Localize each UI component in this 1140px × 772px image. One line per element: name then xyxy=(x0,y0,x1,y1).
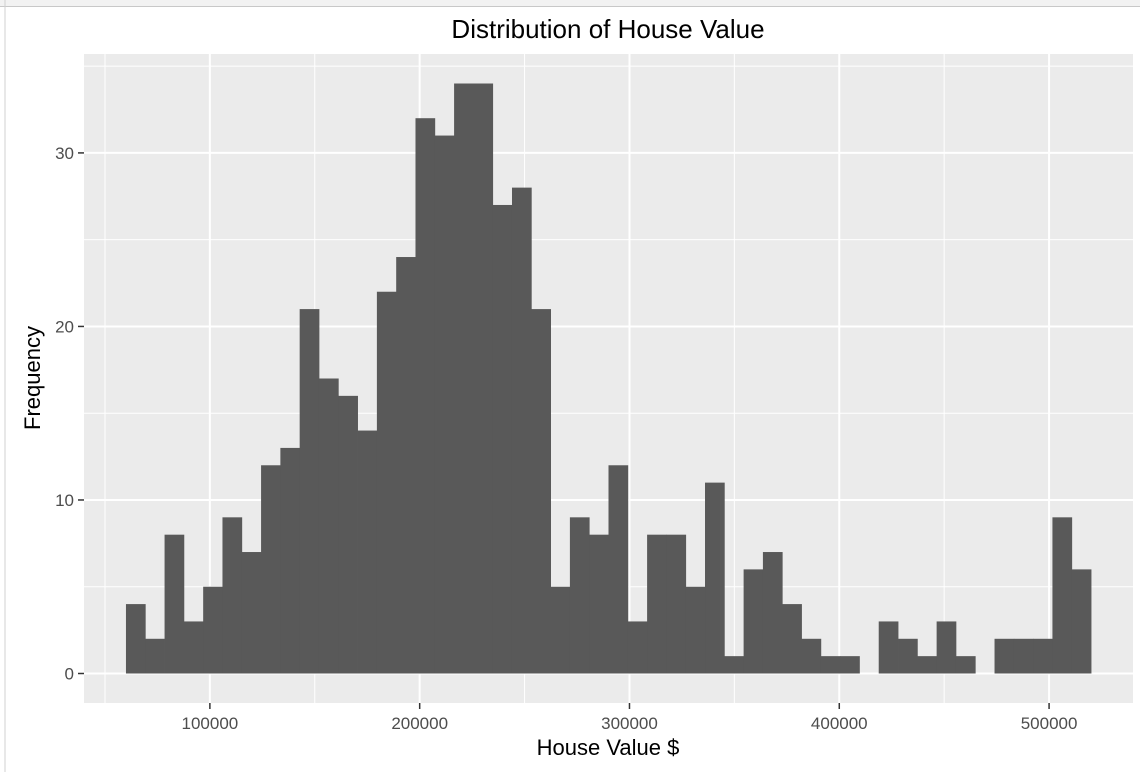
y-axis-ticks: 0 10 20 30 xyxy=(55,144,84,684)
histogram-bar xyxy=(531,309,551,674)
histogram-bar xyxy=(492,204,513,674)
histogram-bar xyxy=(936,621,957,674)
histogram-bar xyxy=(318,378,339,674)
histogram-bar xyxy=(724,656,745,674)
histogram-bar xyxy=(685,586,706,674)
histogram-bar xyxy=(357,430,378,674)
histogram-bar xyxy=(878,621,899,674)
histogram-bar xyxy=(203,586,223,674)
histogram-bar xyxy=(299,309,320,674)
histogram-bar xyxy=(627,621,648,674)
x-tick-label: 100000 xyxy=(182,714,239,733)
x-axis-ticks: 100000 200000 300000 400000 500000 xyxy=(182,703,1078,733)
histogram-bar xyxy=(1033,638,1053,674)
histogram-bar xyxy=(666,534,687,674)
histogram-bar xyxy=(241,552,262,674)
histogram-bar xyxy=(782,604,802,674)
histogram-bar xyxy=(840,656,860,674)
toolbar-strip-bg xyxy=(0,0,1140,6)
histogram-bar xyxy=(511,187,532,674)
histogram-bar xyxy=(589,534,609,674)
histogram-bar xyxy=(550,586,571,674)
y-tick-label: 10 xyxy=(55,491,74,510)
histogram-bar xyxy=(1071,569,1092,674)
y-axis-label: Frequency xyxy=(20,326,45,430)
y-tick-label: 0 xyxy=(65,665,74,684)
x-tick-label: 300000 xyxy=(601,714,658,733)
histogram-bar xyxy=(222,517,243,674)
histogram-bar xyxy=(454,83,474,674)
histogram-bar xyxy=(1052,517,1073,674)
histogram-bar xyxy=(280,447,301,674)
y-tick-label: 30 xyxy=(55,144,74,163)
x-tick-label: 500000 xyxy=(1021,714,1078,733)
histogram-bar xyxy=(434,135,455,674)
histogram-bar xyxy=(898,638,918,674)
histogram-bar xyxy=(647,534,667,674)
histogram-bar xyxy=(473,83,494,674)
histogram-bar xyxy=(396,257,416,674)
histogram-bar xyxy=(994,638,1015,674)
chart-title: Distribution of House Value xyxy=(451,14,764,44)
histogram-bar xyxy=(376,291,397,674)
histogram-bar xyxy=(917,656,938,674)
histogram-bar xyxy=(338,395,358,674)
histogram-bar xyxy=(125,604,146,674)
histogram-bar xyxy=(801,638,822,674)
histogram-bar xyxy=(762,552,783,674)
histogram-bars xyxy=(125,83,1092,674)
histogram-bar xyxy=(183,621,204,674)
histogram-bar xyxy=(164,534,185,674)
x-axis-label: House Value $ xyxy=(537,735,680,760)
x-tick-label: 400000 xyxy=(811,714,868,733)
histogram-bar xyxy=(608,465,629,674)
histogram-bar xyxy=(955,656,976,674)
histogram-bar xyxy=(705,482,725,674)
histogram-bar xyxy=(569,517,590,674)
histogram-bar xyxy=(145,638,165,674)
histogram-bar xyxy=(743,569,764,674)
x-tick-label: 200000 xyxy=(391,714,448,733)
y-tick-label: 20 xyxy=(55,317,74,336)
histogram-bar xyxy=(820,656,841,674)
histogram-bar xyxy=(1013,638,1034,674)
histogram-bar xyxy=(415,118,436,674)
histogram-bar xyxy=(261,465,281,674)
